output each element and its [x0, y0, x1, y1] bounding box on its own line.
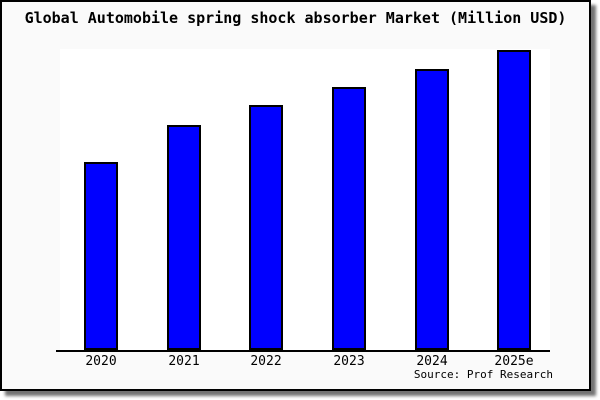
bar-2020 [84, 162, 118, 350]
x-tick-label-2023: 2023 [333, 354, 365, 369]
x-tick-label-2022: 2022 [250, 354, 282, 369]
bar-2022 [249, 105, 283, 350]
x-tick-label-2025e: 2025e [494, 354, 534, 369]
bar-2021 [167, 125, 201, 350]
x-tick-label-2024: 2024 [416, 354, 448, 369]
x-tick-label-2021: 2021 [168, 354, 200, 369]
bar-2024 [415, 69, 449, 350]
bar-2025e [497, 50, 531, 350]
x-axis-tick-labels: 2020 2021 2022 2023 2024 2025e [60, 354, 550, 370]
source-note: Source: Prof Research [413, 368, 553, 381]
x-tick-label-2020: 2020 [85, 354, 117, 369]
plot-area [60, 49, 550, 350]
bars-layer [60, 49, 550, 350]
chart-window: Global Automobile spring shock absorber … [0, 0, 591, 391]
chart-title: Global Automobile spring shock absorber … [24, 9, 567, 27]
bar-2023 [332, 87, 366, 350]
x-axis-line [56, 350, 550, 352]
